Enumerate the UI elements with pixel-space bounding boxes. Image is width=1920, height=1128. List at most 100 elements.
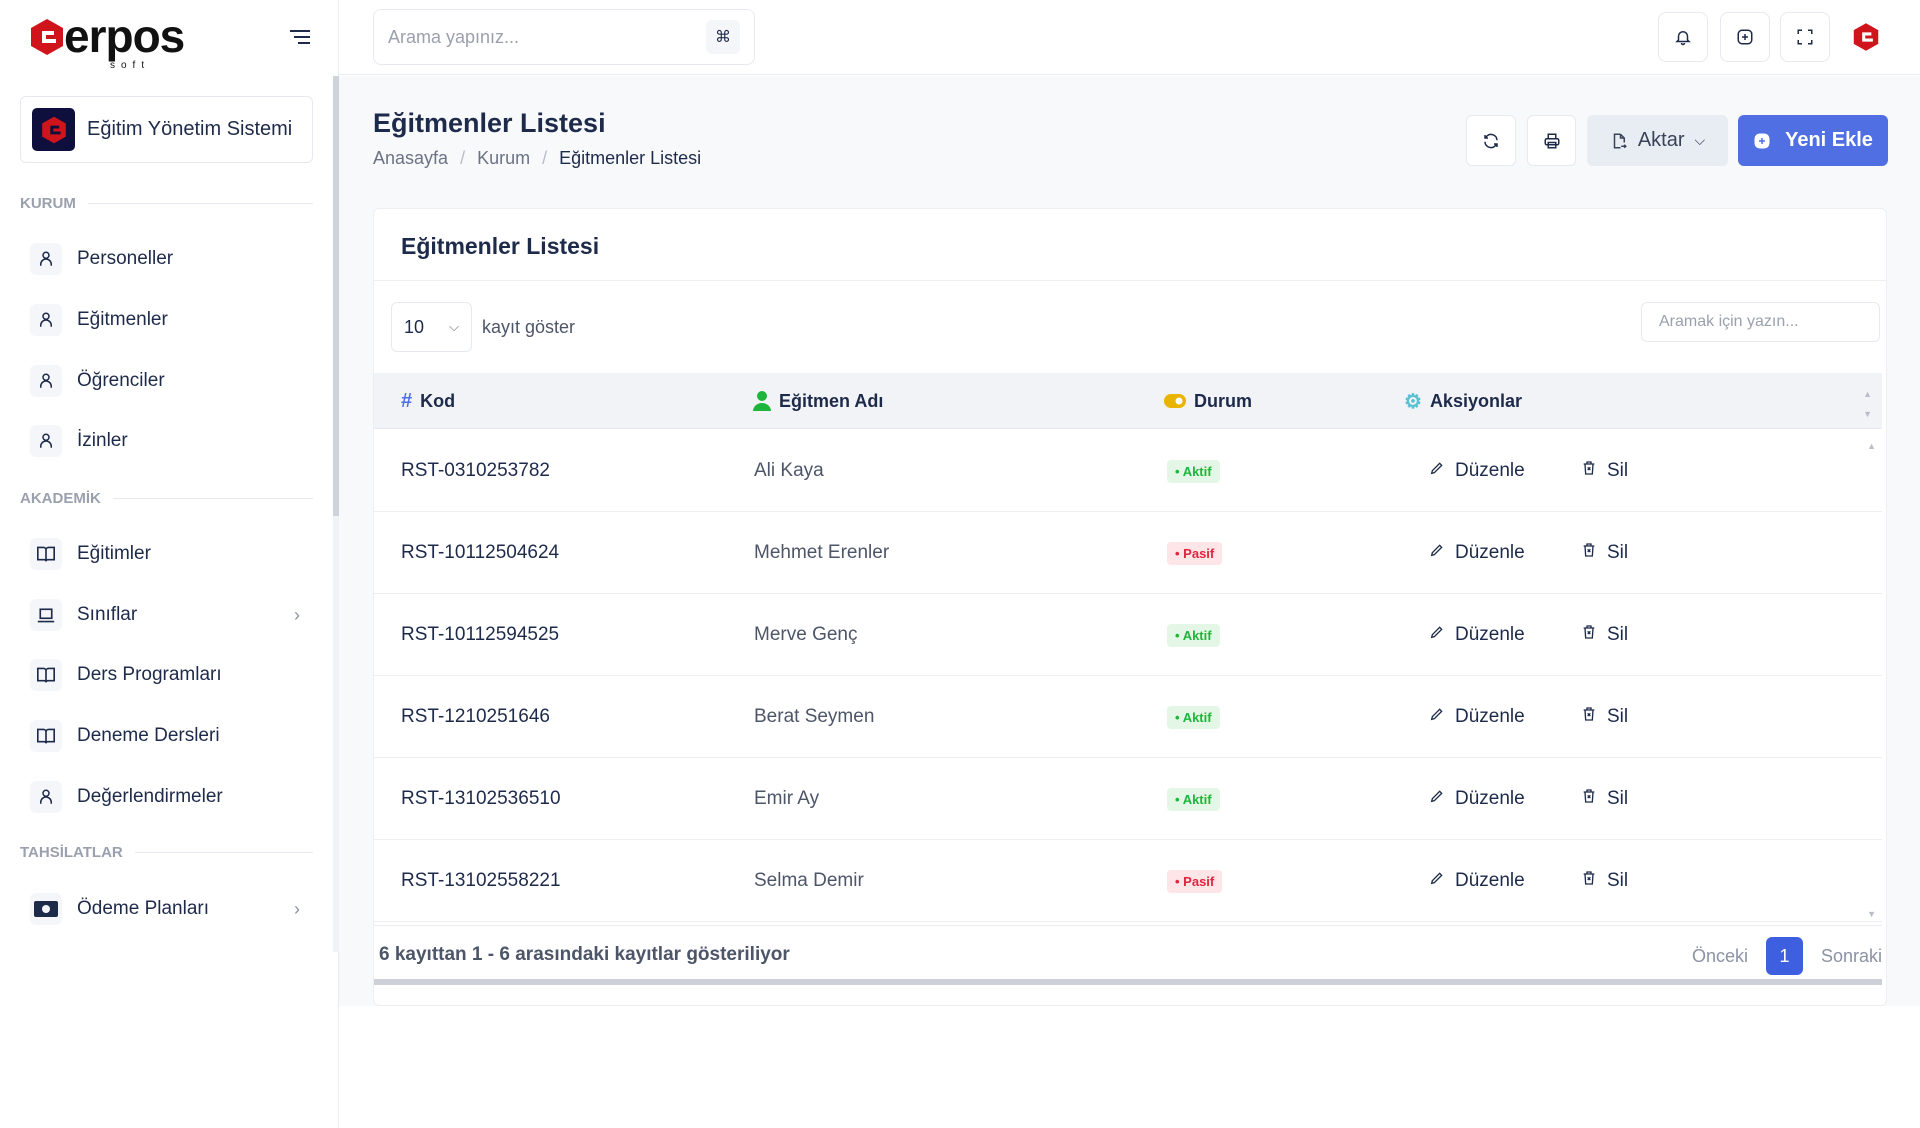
sidebar-item-e-itmenler[interactable]: Eğitmenler: [30, 300, 300, 340]
hash-icon: #: [401, 389, 413, 412]
file-export-icon: [1613, 133, 1627, 148]
page-1-button[interactable]: 1: [1765, 937, 1803, 975]
brand-sub: soft: [110, 60, 151, 71]
printer-icon: [1544, 133, 1559, 148]
cell-name: Ali Kaya: [754, 460, 824, 481]
sidebar-item--deme-planlar-[interactable]: Ödeme Planları ›: [30, 889, 300, 929]
menu-toggle-button[interactable]: [290, 30, 310, 48]
column-actions: ⚙ Aksiyonlar: [1404, 390, 1522, 413]
org-switcher[interactable]: Eğitim Yönetim Sistemi: [20, 96, 313, 163]
delete-button[interactable]: Sil: [1581, 676, 1628, 758]
book-icon: [30, 720, 62, 752]
export-dropdown-button[interactable]: Aktar ⌵: [1587, 115, 1728, 166]
sidebar-item-s-n-flar[interactable]: Sınıflar ›: [30, 595, 300, 635]
scroll-down-arrow[interactable]: ▼: [1867, 909, 1876, 919]
table-row: RST-0310253782 Ali Kaya • Aktif Düzenle …: [374, 430, 1882, 512]
cell-code: RST-10112504624: [401, 542, 560, 563]
divider: [374, 280, 1886, 281]
edit-button[interactable]: Düzenle: [1429, 430, 1525, 512]
sidebar: erpos soft Eğitim Yönetim Sistemi KURUM …: [0, 0, 339, 1128]
edit-icon: [1429, 788, 1445, 810]
breadcrumb-home[interactable]: Anasayfa: [373, 148, 449, 168]
sort-down-icon[interactable]: ▼: [1863, 409, 1872, 419]
breadcrumb-kurum[interactable]: Kurum: [477, 148, 531, 168]
cell-code: RST-13102558221: [401, 870, 561, 891]
user-avatar[interactable]: [1853, 22, 1879, 57]
table-search-input[interactable]: Aramak için yazın...: [1641, 302, 1880, 342]
sidebar-item-ders-programlar-[interactable]: Ders Programları: [30, 655, 300, 695]
edit-button[interactable]: Düzenle: [1429, 840, 1525, 922]
sidebar-item-label: Eğitmenler: [77, 309, 168, 330]
refresh-button[interactable]: [1466, 115, 1516, 166]
column-status[interactable]: Durum: [1164, 373, 1252, 429]
page-length-select[interactable]: 10 ⌵: [391, 302, 472, 352]
global-search-input[interactable]: Arama yapınız... ⌘: [373, 9, 755, 65]
sidebar-item--renciler[interactable]: Öğrenciler: [30, 361, 300, 401]
refresh-icon: [1484, 133, 1498, 148]
edit-button[interactable]: Düzenle: [1429, 512, 1525, 594]
sidebar-item-label: Sınıflar: [77, 604, 138, 625]
section-akademik: AKADEMİK: [20, 490, 313, 507]
delete-button[interactable]: Sil: [1581, 840, 1628, 922]
delete-button[interactable]: Sil: [1581, 594, 1628, 676]
user-icon: [753, 391, 771, 411]
sidebar-scrollbar[interactable]: [333, 76, 339, 516]
table-info: 6 kayıttan 1 - 6 arasındaki kayıtlar gös…: [379, 944, 790, 965]
card-title: Eğitmenler Listesi: [401, 233, 600, 259]
delete-button[interactable]: Sil: [1581, 758, 1628, 840]
cell-code: RST-10112594525: [401, 624, 560, 645]
command-shortcut-icon: ⌘: [706, 20, 740, 54]
next-page-button[interactable]: Sonraki: [1820, 945, 1882, 966]
edit-button[interactable]: Düzenle: [1429, 676, 1525, 758]
status-badge: • Aktif: [1167, 459, 1220, 483]
sidebar-item-deneme-dersleri[interactable]: Deneme Dersleri: [30, 716, 300, 756]
status-badge: • Pasif: [1167, 541, 1223, 565]
fullscreen-button[interactable]: [1780, 12, 1830, 62]
topbar: Arama yapınız... ⌘: [339, 0, 1920, 75]
table-row: RST-10112504624 Mehmet Erenler • Pasif D…: [374, 512, 1882, 594]
cell-name: Merve Genç: [754, 624, 858, 645]
user-icon: [30, 365, 62, 397]
column-name[interactable]: Eğitmen Adı: [753, 373, 883, 429]
pagination: Önceki 1 Sonraki: [1692, 937, 1882, 975]
sidebar-item-label: Öğrenciler: [77, 370, 165, 391]
delete-button[interactable]: Sil: [1581, 430, 1628, 512]
sidebar-item-i-zinler[interactable]: İzinler: [30, 421, 300, 461]
sidebar-item-de-erlendirmeler[interactable]: Değerlendirmeler: [30, 777, 300, 817]
search-placeholder: Arama yapınız...: [388, 26, 520, 47]
brand-logo[interactable]: erpos soft: [30, 13, 185, 71]
table-row: RST-13102536510 Emir Ay • Aktif Düzenle …: [374, 758, 1882, 840]
sidebar-item-label: İzinler: [77, 430, 128, 451]
user-icon: [30, 425, 62, 457]
sidebar-item-e-itimler[interactable]: Eğitimler: [30, 534, 300, 574]
new-button[interactable]: Yeni Ekle: [1738, 115, 1888, 166]
sidebar-item-label: Deneme Dersleri: [77, 725, 220, 746]
table-row: RST-13102558221 Selma Demir • Pasif Düze…: [374, 840, 1882, 922]
org-name: Eğitim Yönetim Sistemi: [87, 118, 293, 140]
horizontal-scrollbar[interactable]: [374, 979, 1882, 985]
print-button[interactable]: [1527, 115, 1576, 166]
section-tahsilatlar: TAHSİLATLAR: [20, 844, 313, 861]
cell-code: RST-0310253782: [401, 460, 550, 481]
edit-button[interactable]: Düzenle: [1429, 594, 1525, 676]
table-header: # Kod Eğitmen Adı Durum ⚙ Aksiyonlar ▲ ▼: [374, 373, 1882, 429]
prev-page-button[interactable]: Önceki: [1691, 945, 1748, 966]
book-icon: [30, 538, 62, 570]
sidebar-item-personeller[interactable]: Personeller: [30, 239, 300, 279]
quick-add-button[interactable]: [1720, 12, 1770, 62]
chevron-right-icon: ›: [294, 604, 300, 625]
scroll-up-arrow[interactable]: ▲: [1867, 441, 1876, 451]
plus-circle-icon: [1754, 133, 1770, 148]
brand-hex-icon: [1853, 23, 1879, 51]
cell-name: Emir Ay: [754, 788, 820, 809]
edit-button[interactable]: Düzenle: [1429, 758, 1525, 840]
toggle-icon: [1164, 394, 1186, 408]
notifications-button[interactable]: [1658, 12, 1708, 62]
page-length-label: kayıt göster: [482, 317, 576, 337]
table-row: RST-10112594525 Merve Genç • Aktif Düzen…: [374, 594, 1882, 676]
edit-icon: [1429, 460, 1445, 482]
column-kod[interactable]: # Kod: [401, 389, 456, 412]
trash-icon: [1581, 788, 1597, 810]
sort-up-icon[interactable]: ▲: [1863, 389, 1872, 399]
delete-button[interactable]: Sil: [1581, 512, 1628, 594]
